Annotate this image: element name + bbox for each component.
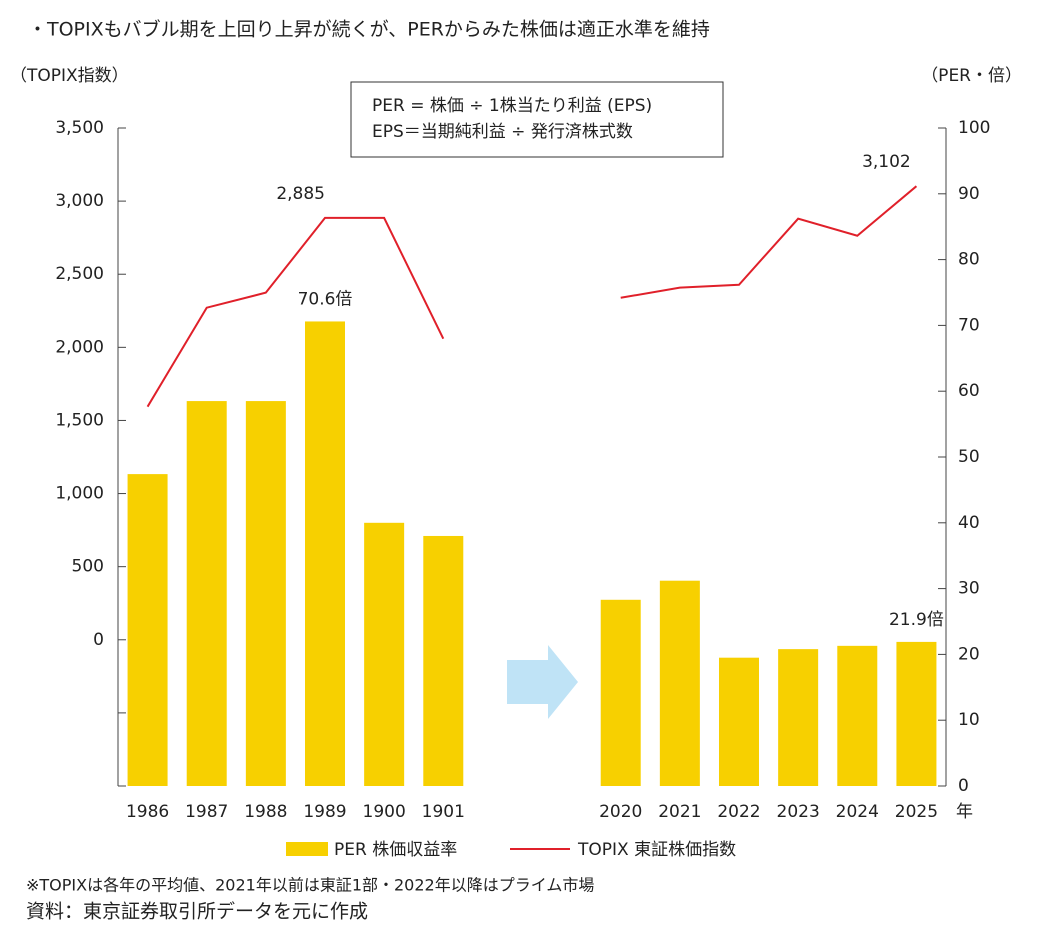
y-tick-label: 1,500 <box>55 410 104 430</box>
chart-title: ・TOPIXもバブル期を上回り上昇が続くが、PERからみた株価は適正水準を維持 <box>28 18 710 41</box>
annotation: EPS＝当期純利益 ÷ 発行済株式数 <box>372 122 633 142</box>
bar <box>305 321 345 786</box>
value-label: 70.6倍 <box>298 289 353 309</box>
y2-tick-label: 10 <box>958 710 980 730</box>
bar <box>364 522 405 786</box>
y-tick-label: 500 <box>72 557 104 577</box>
y2-tick-label: 0 <box>958 776 969 796</box>
value-label: 2,885 <box>276 184 325 204</box>
bar <box>778 649 819 786</box>
bar <box>423 535 464 786</box>
bar <box>600 599 641 786</box>
y2-tick-label: 100 <box>958 118 990 138</box>
bar <box>127 474 168 786</box>
value-label: 3,102 <box>862 152 911 172</box>
y2-tick-label: 40 <box>958 513 980 533</box>
annotation-box <box>350 81 724 158</box>
line <box>146 185 918 408</box>
bar <box>896 641 937 786</box>
x-tick-label: 1900 <box>363 802 406 822</box>
note: ※TOPIXは各年の平均値、2021年以前は東証1部・2022年以降はプライム市… <box>26 876 594 895</box>
value-label: 21.9倍 <box>889 610 944 630</box>
x-unit: 年 <box>956 802 973 822</box>
y2-tick-label: 60 <box>958 381 980 401</box>
x-tick-label: 2022 <box>717 802 760 822</box>
x-tick-label: 1987 <box>185 802 228 822</box>
y2-tick-label: 90 <box>958 184 980 204</box>
y2-tick-label: 20 <box>958 644 980 664</box>
legend-label: PER 株価収益率 <box>334 840 457 860</box>
arrow <box>507 645 578 719</box>
y-tick-label: 2,000 <box>55 337 104 357</box>
y-tick-label: 0 <box>93 630 104 650</box>
y-tick-label: 1,000 <box>55 484 104 504</box>
y-tick-label: 2,500 <box>55 264 104 284</box>
y2-tick-label: 50 <box>958 447 980 467</box>
y-tick-label: 3,000 <box>55 191 104 211</box>
legend-label: TOPIX 東証株価指数 <box>577 840 736 860</box>
x-tick-label: 1989 <box>303 802 346 822</box>
y2-axis-label: （PER・倍） <box>921 66 1022 86</box>
x-tick-label: 1901 <box>422 802 465 822</box>
x-tick-label: 2020 <box>599 802 642 822</box>
source: 資料：東京証券取引所データを元に作成 <box>26 901 368 923</box>
y2-tick-label: 80 <box>958 250 980 270</box>
x-tick-label: 2024 <box>836 802 879 822</box>
x-tick-label: 2023 <box>777 802 820 822</box>
bar <box>719 657 759 786</box>
bar <box>837 645 878 786</box>
y-tick-label: 3,500 <box>55 118 104 138</box>
bar <box>186 401 227 786</box>
bar <box>245 401 286 786</box>
x-tick-label: 2021 <box>658 802 701 822</box>
bar <box>659 580 700 786</box>
y-axis-label: （TOPIX指数） <box>10 66 129 86</box>
x-tick-label: 1988 <box>244 802 287 822</box>
legend-swatch <box>286 842 328 856</box>
x-tick-label: 2025 <box>895 802 938 822</box>
x-tick-label: 1986 <box>126 802 169 822</box>
y2-tick-label: 70 <box>958 315 980 335</box>
annotation: PER = 株価 ÷ 1株当たり利益 (EPS) <box>372 96 652 116</box>
y2-tick-label: 30 <box>958 579 980 599</box>
